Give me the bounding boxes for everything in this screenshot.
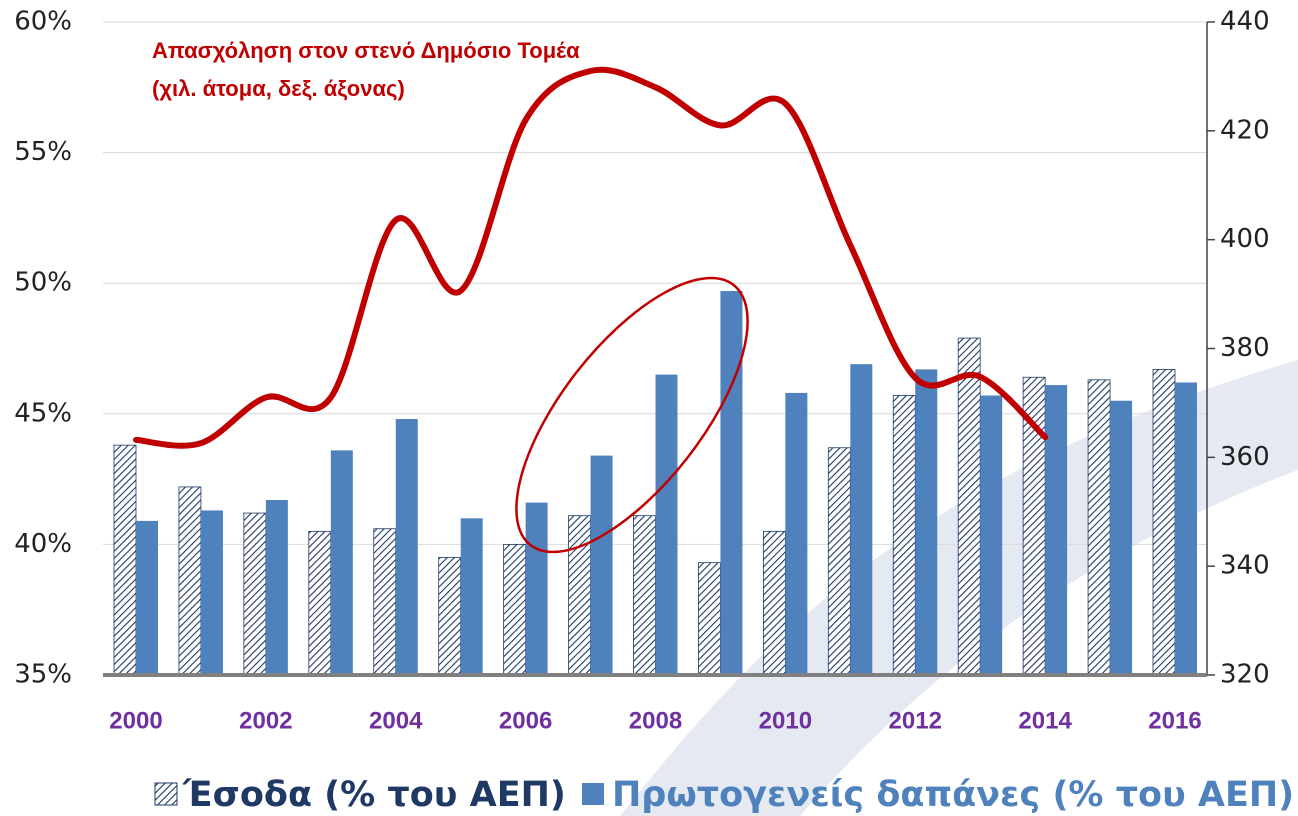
y-tick-label: 40%	[14, 529, 72, 559]
y-tick-label: 60%	[14, 7, 72, 37]
legend: Έσοδα (% του ΑΕΠ) Πρωτογενείς δαπάνες (% …	[154, 775, 1294, 815]
bar	[1175, 382, 1197, 675]
bar	[698, 562, 721, 676]
bar	[1087, 379, 1111, 676]
y2-tick-label: 380	[1220, 333, 1270, 363]
bar	[1045, 385, 1068, 675]
bar	[503, 544, 527, 676]
legend-label: Πρωτογενείς δαπάνες (% του ΑΕΠ)	[612, 775, 1294, 815]
legend-label: Έσοδα (% του ΑΕΠ)	[182, 775, 566, 815]
bar	[460, 518, 483, 675]
highlight-ellipse	[515, 276, 749, 554]
y2-tick-label: 420	[1220, 115, 1270, 145]
bar	[915, 369, 938, 675]
bar	[395, 419, 418, 675]
x-tick-label: 2006	[499, 707, 552, 734]
bar	[438, 557, 462, 676]
bar	[762, 530, 786, 676]
legend-swatch	[154, 782, 178, 806]
bar	[525, 502, 548, 675]
line-label: Απασχόληση στον στενό Δημόσιο Τομέα	[152, 38, 580, 63]
bar	[633, 515, 656, 676]
bar	[590, 455, 613, 675]
y2-tick-label: 400	[1220, 224, 1270, 254]
x-tick-label: 2004	[369, 707, 423, 734]
bar	[308, 530, 332, 676]
legend-swatch	[582, 783, 604, 805]
x-tick-label: 2002	[239, 707, 292, 734]
line	[133, 66, 1049, 449]
y2-tick-label: 320	[1220, 660, 1270, 690]
bar	[1110, 400, 1133, 675]
y2-tick-label: 340	[1220, 551, 1270, 581]
line-annotation: (χιλ. άτομα, δεξ. άξονας)	[152, 76, 405, 101]
bar	[178, 486, 202, 676]
x-tick-label: 2000	[109, 707, 162, 734]
bar	[1152, 368, 1176, 676]
bar	[850, 364, 873, 675]
bar	[720, 291, 743, 675]
bar	[785, 392, 808, 675]
x-tick-label: 2008	[629, 707, 682, 734]
plot-area: 35% 40% 45% 50% 55% 60% 320 340 360 380 400 420 440 2…	[14, 7, 1269, 735]
y-tick-label: 55%	[14, 137, 72, 167]
bar	[655, 374, 678, 675]
bar	[113, 444, 137, 676]
x-tick-label: 2012	[889, 707, 942, 734]
y-tick-label: 50%	[14, 268, 72, 298]
bar	[980, 395, 1003, 675]
bar	[568, 515, 591, 676]
bar	[136, 520, 158, 675]
bar	[373, 528, 397, 676]
bar	[892, 395, 916, 676]
bar	[330, 450, 353, 675]
bar	[265, 499, 288, 675]
x-tick-label: 2010	[759, 707, 812, 734]
y-tick-label: 35%	[14, 660, 72, 690]
x-tick-label: 2014	[1018, 707, 1072, 734]
y2-tick-label: 440	[1220, 7, 1270, 37]
y2-tick-label: 360	[1220, 442, 1270, 472]
bar	[957, 337, 981, 676]
y-tick-label: 45%	[14, 398, 72, 428]
x-tick-label: 2016	[1148, 707, 1201, 734]
bar	[200, 510, 223, 675]
bar	[827, 447, 851, 676]
bar	[243, 512, 267, 676]
